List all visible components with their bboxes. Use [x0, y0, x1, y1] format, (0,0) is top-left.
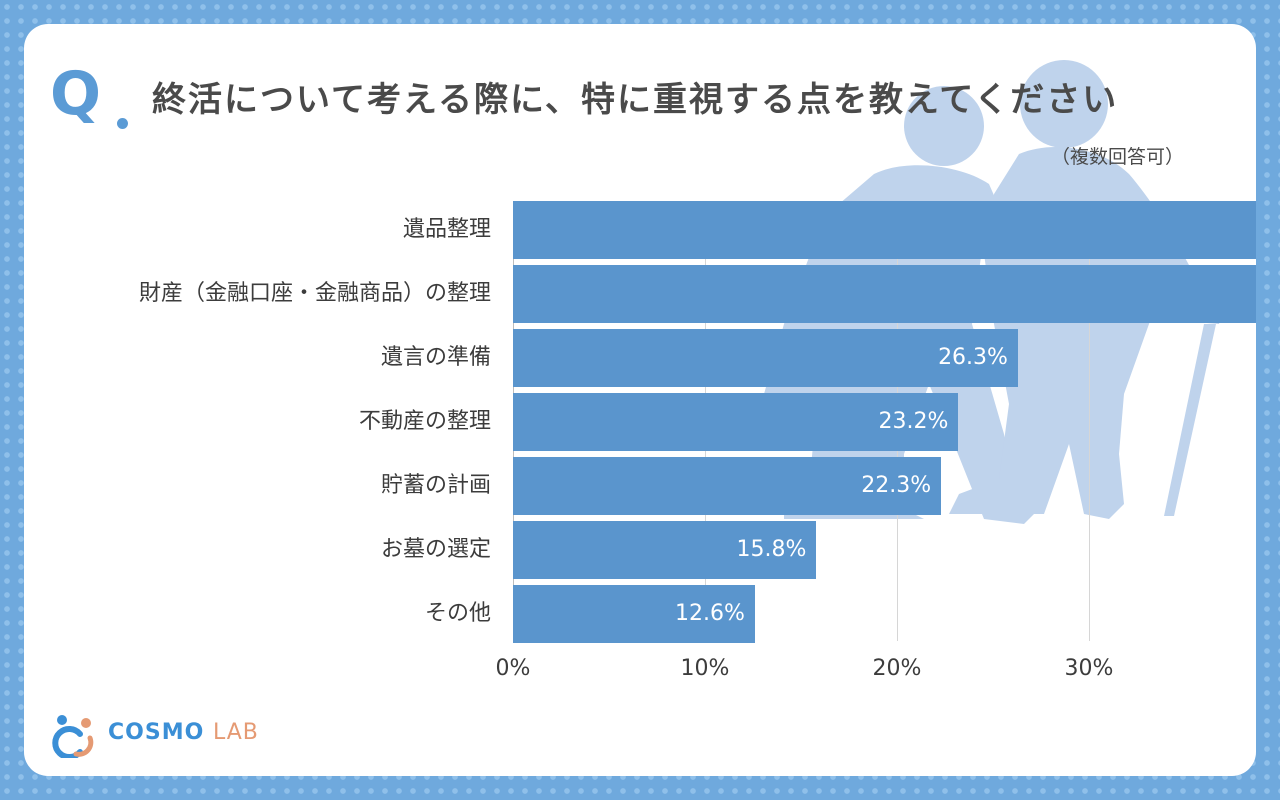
category-label: 遺言の準備 — [380, 345, 491, 370]
bar-value-label: 15.8% — [736, 537, 807, 562]
cosmo-lab-logo-icon — [52, 715, 94, 760]
multiple-answer-note: （複数回答可） — [1050, 146, 1184, 168]
bar-value-label: 66.0% — [513, 201, 1256, 259]
question-mark-q: Q — [50, 59, 102, 129]
gridline — [1089, 201, 1090, 641]
x-tick-label: 10% — [680, 656, 730, 681]
bar — [513, 521, 817, 579]
category-label: 財産（金融口座・金融商品）の整理 — [138, 281, 491, 306]
bar-value-label: 12.6% — [675, 601, 745, 626]
bar — [513, 265, 1256, 323]
bar — [513, 457, 942, 515]
bar — [513, 393, 959, 451]
bar-value-label: 26.3% — [938, 345, 1008, 370]
x-tick-label: 0% — [495, 656, 531, 681]
bar-value-label: 23.2% — [878, 409, 949, 434]
bar-chart: 0%10%20%30%40%50%60%70%遺品整理66.0%財産（金融口座・… — [24, 24, 1256, 776]
x-tick-label: 30% — [1064, 656, 1114, 681]
bar-value-label: 44.2% — [513, 265, 1256, 323]
cosmo-lab-logo: COSMO LAB — [50, 714, 260, 760]
infographic-card: Q 終活について考える際に、特に重視する点を教えてください （複数回答可） 0%… — [24, 24, 1256, 776]
logo-text-lab: LAB — [212, 720, 259, 745]
category-label: お墓の選定 — [380, 537, 491, 562]
bar-value-label: 22.3% — [861, 473, 932, 498]
question-dot — [117, 118, 128, 129]
category-label: その他 — [424, 601, 491, 626]
category-label: 不動産の整理 — [358, 409, 491, 434]
bar — [513, 201, 1256, 259]
x-tick-label: 20% — [872, 656, 922, 681]
bar — [513, 585, 755, 643]
bar — [513, 329, 1018, 387]
category-label: 貯蓄の計画 — [380, 473, 491, 498]
category-label: 遺品整理 — [402, 217, 491, 242]
logo-text-cosmo: COSMO — [108, 720, 205, 745]
logo-wordmark: COSMO LAB — [108, 720, 259, 745]
question-title: 終活について考える際に、特に重視する点を教えてください — [152, 80, 1119, 120]
